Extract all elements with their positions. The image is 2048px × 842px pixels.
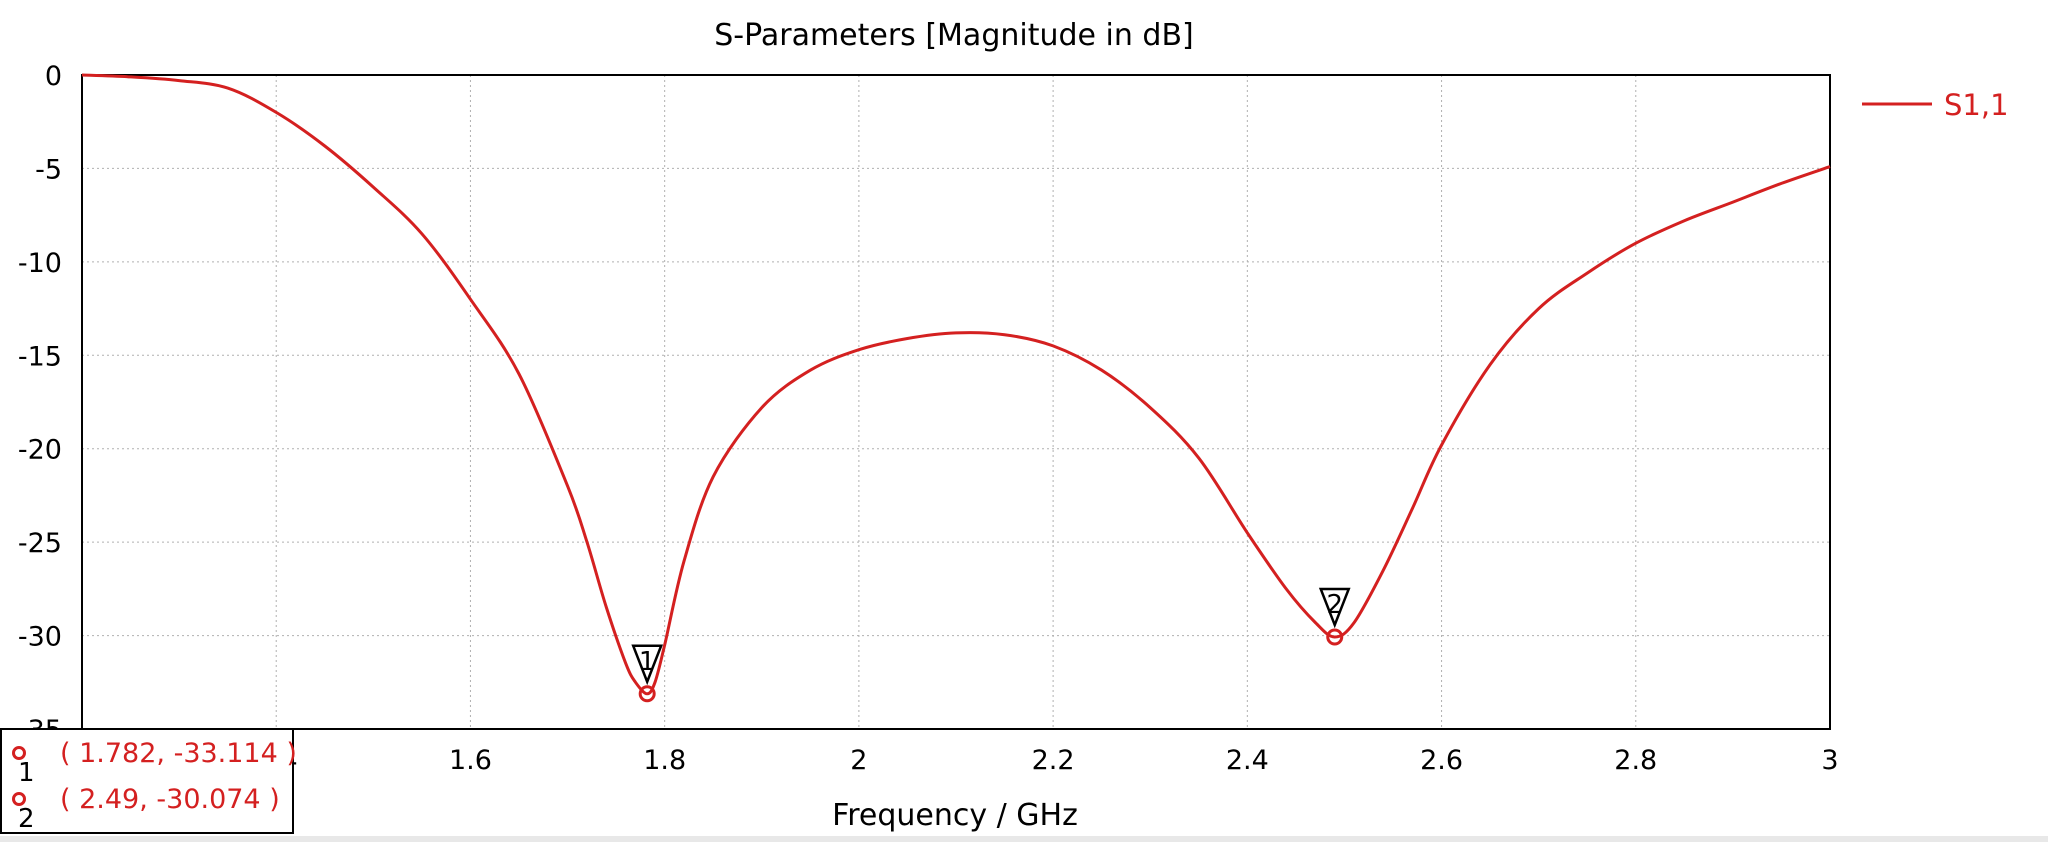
y-tick-label: -5 [35, 154, 62, 185]
x-axis-ticks: 1.41.61.822.22.42.62.83 [255, 745, 1839, 776]
marker-triangle-number: 1 [639, 647, 656, 677]
marker-triangle-icon[interactable] [1318, 587, 1351, 629]
marker-point-circle [638, 685, 656, 703]
y-tick-label: -20 [18, 435, 62, 466]
series-layer [81, 73, 1831, 696]
y-tick-label: -15 [18, 341, 62, 372]
marker-readout-box: 1 ( 1.782, -33.114 ) 2 ( 2.49, -30.074 ) [0, 728, 297, 834]
legend-label-s11: S1,1 [1944, 88, 2009, 122]
x-tick-label: 2.8 [1614, 745, 1657, 776]
y-tick-label: -25 [18, 528, 62, 559]
x-tick-label: 2 [850, 745, 867, 776]
y-tick-label: 0 [45, 61, 62, 92]
marker-circle-icon [12, 792, 26, 806]
marker-value: ( 2.49, -30.074 ) [60, 784, 280, 815]
x-tick-label: 1.6 [449, 745, 492, 776]
x-tick-label: 2.6 [1420, 745, 1463, 776]
window-bottom-edge [0, 836, 2048, 842]
marker-point-circle [1326, 628, 1344, 646]
marker-row-2[interactable]: 2 ( 2.49, -30.074 ) [2, 782, 292, 834]
marker-triangle-number: 2 [1326, 590, 1343, 620]
legend[interactable]: S1,1 [1862, 88, 2009, 122]
grid [82, 75, 1830, 729]
y-axis-ticks: 0-5-10-15-20-25-30-35 [18, 61, 62, 746]
marker-number: 2 [18, 804, 35, 834]
x-tick-label: 1.8 [643, 745, 686, 776]
plot-area-frame [81, 74, 1831, 730]
x-tick-label: 2.2 [1032, 745, 1075, 776]
markers-layer: 12 [631, 587, 1351, 703]
chart-title: S-Parameters [Magnitude in dB] [714, 18, 1194, 53]
marker-triangle-icon[interactable] [631, 644, 664, 686]
x-tick-label: 3 [1821, 745, 1838, 776]
series-line-s11 [81, 73, 1831, 696]
marker-number: 1 [18, 758, 35, 788]
y-tick-label: -10 [18, 248, 62, 279]
x-tick-label: 2.4 [1226, 745, 1269, 776]
y-tick-label: -30 [18, 622, 62, 653]
marker-value: ( 1.782, -33.114 ) [60, 738, 297, 769]
marker-row-1[interactable]: 1 ( 1.782, -33.114 ) [2, 736, 297, 788]
x-axis-label: Frequency / GHz [832, 798, 1078, 833]
marker-circle-icon [12, 746, 26, 760]
